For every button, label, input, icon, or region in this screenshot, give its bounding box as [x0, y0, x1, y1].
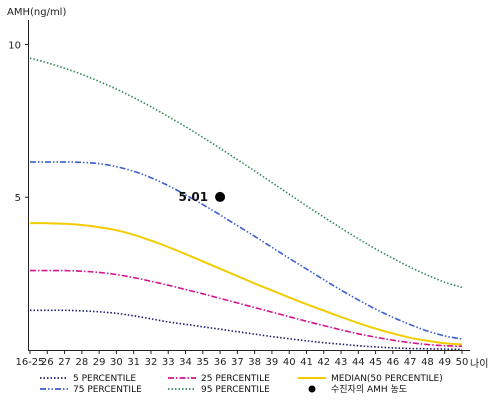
- series-line-95-percentile: [29, 57, 463, 289]
- x-tick-label: 38: [248, 357, 261, 368]
- y-axis-title: AMH(ng/ml): [7, 7, 66, 18]
- x-tick-label: 49: [438, 357, 451, 368]
- x-tick-label: 39: [266, 357, 279, 368]
- y-axis-ticks: 5 10: [8, 40, 29, 204]
- x-tick-label: 28: [75, 357, 88, 368]
- legend-label: 수진자의 AMH 농도: [331, 384, 407, 395]
- x-tick-label: 50: [456, 357, 469, 368]
- x-tick-label: 27: [58, 357, 71, 368]
- legend: 5 PERCENTILE 25 PERCENTILE MEDIAN(50 PERCE…: [40, 374, 443, 395]
- legend-label: 75 PERCENTILE: [73, 385, 142, 395]
- x-tick-label: 34: [179, 357, 192, 368]
- x-tick-label: 47: [404, 357, 417, 368]
- x-tick-label: 33: [162, 357, 175, 368]
- legend-label: 95 PERCENTILE: [201, 385, 270, 395]
- legend-label: 25 PERCENTILE: [201, 374, 270, 384]
- x-tick-label: 46: [387, 357, 400, 368]
- x-tick-label: 30: [110, 357, 123, 368]
- x-tick-label: 32: [145, 357, 158, 368]
- legend-label: MEDIAN(50 PERCENTILE): [331, 374, 443, 384]
- legend-patient-marker: [308, 385, 316, 393]
- x-tick-label: 36: [214, 357, 227, 368]
- patient-point-group: 5.01: [178, 190, 226, 204]
- x-tick-label: 31: [127, 357, 140, 368]
- patient-amh-value-label: 5.01: [178, 190, 208, 204]
- series-lines: [29, 57, 463, 351]
- y-tick-label: 5: [15, 193, 21, 204]
- x-tick-label: 37: [231, 357, 244, 368]
- y-tick-label: 10: [8, 40, 21, 51]
- x-tick-label: 42: [317, 357, 330, 368]
- x-tick-label: 26: [41, 357, 54, 368]
- x-axis-title: 나이: [470, 358, 488, 370]
- patient-amh-point: [215, 191, 226, 202]
- x-tick-label: 48: [421, 357, 434, 368]
- x-tick-label: 35: [196, 357, 209, 368]
- series-line-5-percentile: [30, 309, 463, 351]
- x-tick-label: 41: [300, 357, 313, 368]
- x-tick-label: 29: [93, 357, 106, 368]
- x-tick-label: 40: [283, 357, 296, 368]
- series-line-median-50-percentile: [29, 222, 463, 346]
- x-tick-label: 44: [352, 357, 365, 368]
- x-tick-label: 16-25: [15, 357, 44, 368]
- series-line-25-percentile: [30, 269, 463, 348]
- series-line-75-percentile: [29, 161, 463, 340]
- x-tick-label: 43: [335, 357, 348, 368]
- x-tick-label: 45: [369, 357, 382, 368]
- legend-label: 5 PERCENTILE: [73, 374, 136, 384]
